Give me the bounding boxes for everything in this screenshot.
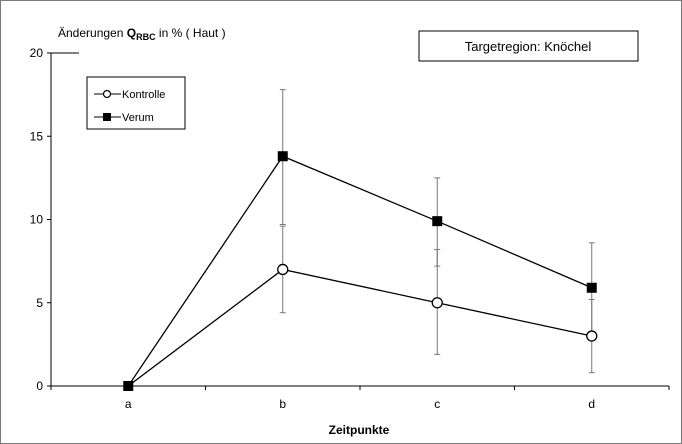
data-point-kontrolle (431, 297, 443, 309)
series-line-kontrolle (127, 268, 592, 387)
y-tick-label: 20 (30, 46, 44, 60)
series-markers (123, 151, 598, 391)
x-tick-label: a (125, 397, 132, 411)
chart-title: Änderungen QRBC in % ( Haut ) (58, 26, 226, 42)
y-tick-label: 15 (30, 129, 44, 143)
y-tick-label: 5 (36, 296, 43, 310)
x-tick-label: d (588, 397, 595, 411)
legend-label-verum: Verum (122, 112, 154, 124)
y-tick-label: 10 (30, 213, 44, 227)
y-tick-label: 0 (36, 379, 43, 393)
data-point-kontrolle (586, 330, 598, 342)
y-ticks: 0 5 10 15 20 (30, 46, 51, 393)
legend-marker-kontrolle (102, 89, 112, 99)
data-point-verum (586, 282, 597, 293)
legend-label-kontrolle: Kontrolle (122, 89, 165, 101)
x-axis-label: Zeitpunkte (329, 423, 390, 437)
x-tick-label: c (434, 397, 440, 411)
data-point-verum (123, 381, 134, 391)
series-line-verum (127, 155, 593, 387)
legend: Kontrolle Verum (86, 76, 186, 130)
data-point-verum (277, 151, 288, 162)
region-box (418, 30, 639, 62)
x-tick-label: b (279, 397, 286, 411)
data-point-verum (432, 216, 443, 227)
series-lines (127, 155, 593, 387)
error-bars (279, 89, 595, 374)
data-point-kontrolle (277, 263, 289, 276)
legend-marker-verum (103, 113, 111, 121)
x-ticks: a b c d (50, 386, 670, 411)
region-label: Targetregion: Knöchel (465, 39, 592, 54)
